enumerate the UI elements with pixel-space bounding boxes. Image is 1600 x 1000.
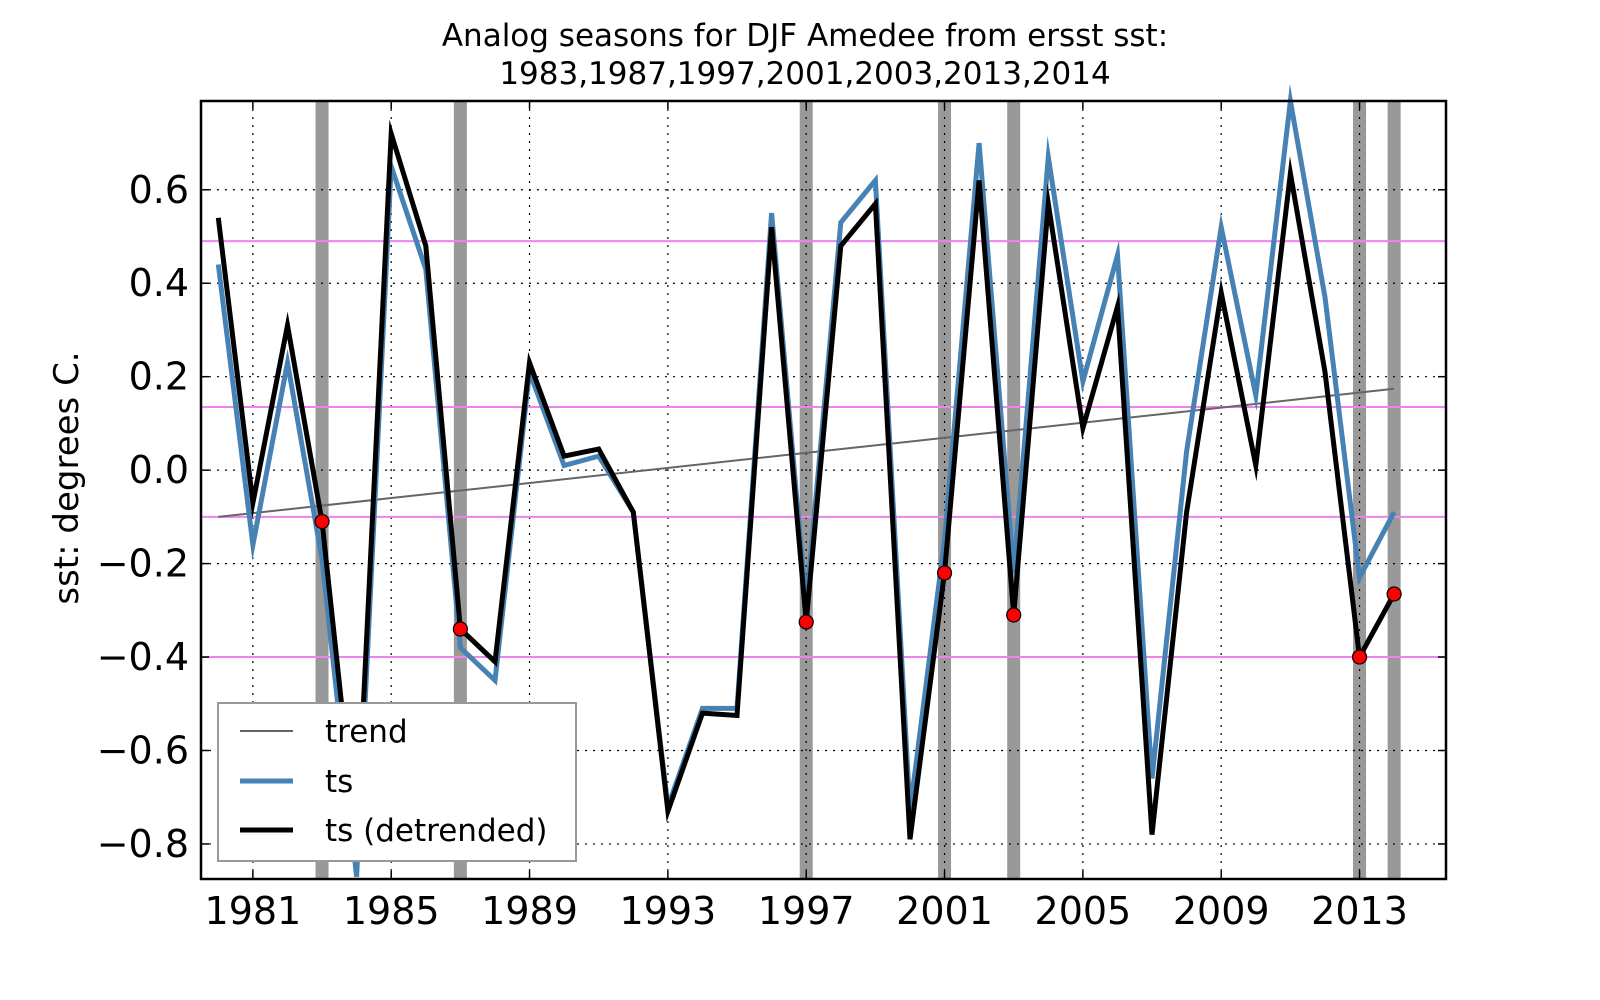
y-tick-label-0: 0.6 <box>129 168 189 212</box>
y-tick-label-6: −0.6 <box>97 729 189 773</box>
x-tick-label-2009: 2009 <box>1173 889 1270 933</box>
analog-band-1997 <box>799 101 813 879</box>
analog-markers <box>314 513 1402 665</box>
analog-band-2013 <box>1353 101 1367 879</box>
x-tick-label-1981: 1981 <box>205 889 302 933</box>
analog-marker-2001 <box>936 565 953 581</box>
analog-marker-1997 <box>798 614 814 630</box>
y-tick-label-4: −0.2 <box>97 542 189 586</box>
analog-band-2001 <box>938 101 952 879</box>
analog-band-2003 <box>1007 101 1021 879</box>
x-tick-label-1993: 1993 <box>620 889 717 933</box>
analog-marker-2013 <box>1351 649 1368 665</box>
y-tick-label-7: −0.8 <box>97 822 189 866</box>
chart-subtitle: 1983,1987,1997,2001,2003,2013,2014 <box>499 56 1110 92</box>
analog-marker-2003 <box>1006 607 1022 623</box>
y-tick-label-2: 0.2 <box>129 355 189 399</box>
x-tick-label-1985: 1985 <box>343 889 440 933</box>
threshold-lines <box>201 240 1446 659</box>
x-tick-label-1997: 1997 <box>758 889 855 933</box>
analog-band-1983 <box>315 101 329 879</box>
analog-bands <box>315 101 1401 879</box>
y-axis-ticks: 0.6 0.4 0.2 0.0 −0.2 −0.4 −0.6 −0.8 <box>97 168 1446 866</box>
y-tick-label-5: −0.4 <box>97 635 189 679</box>
y-tick-label-3: 0.0 <box>129 448 189 492</box>
analog-marker-1987 <box>452 621 468 637</box>
x-axis-ticks: 1981 1985 1989 1993 1997 2001 2005 2009 2013 <box>205 101 1408 933</box>
analog-band-2014 <box>1387 101 1401 879</box>
x-tick-label-2001: 2001 <box>896 889 993 933</box>
x-tick-label-2013: 2013 <box>1311 889 1408 933</box>
x-tick-label-2005: 2005 <box>1035 889 1132 933</box>
y-tick-label-1: 0.4 <box>129 261 189 305</box>
x-tick-label-1989: 1989 <box>481 889 578 933</box>
series-line-trend <box>218 387 1395 518</box>
analog-marker-1983 <box>314 513 330 530</box>
legend-detrended-label: ts (detrended) <box>325 813 547 849</box>
legend-ts-label: ts <box>325 764 353 800</box>
legend: trend ts ts (detrended) <box>217 702 577 862</box>
analog-marker-2014 <box>1386 586 1402 602</box>
legend-trend-label: trend <box>325 714 408 750</box>
plot-frame <box>199 99 1448 881</box>
chart-title: Analog seasons for DJF Amedee from ersst… <box>442 18 1168 54</box>
y-axis-label: sst: degrees C. <box>47 351 87 604</box>
